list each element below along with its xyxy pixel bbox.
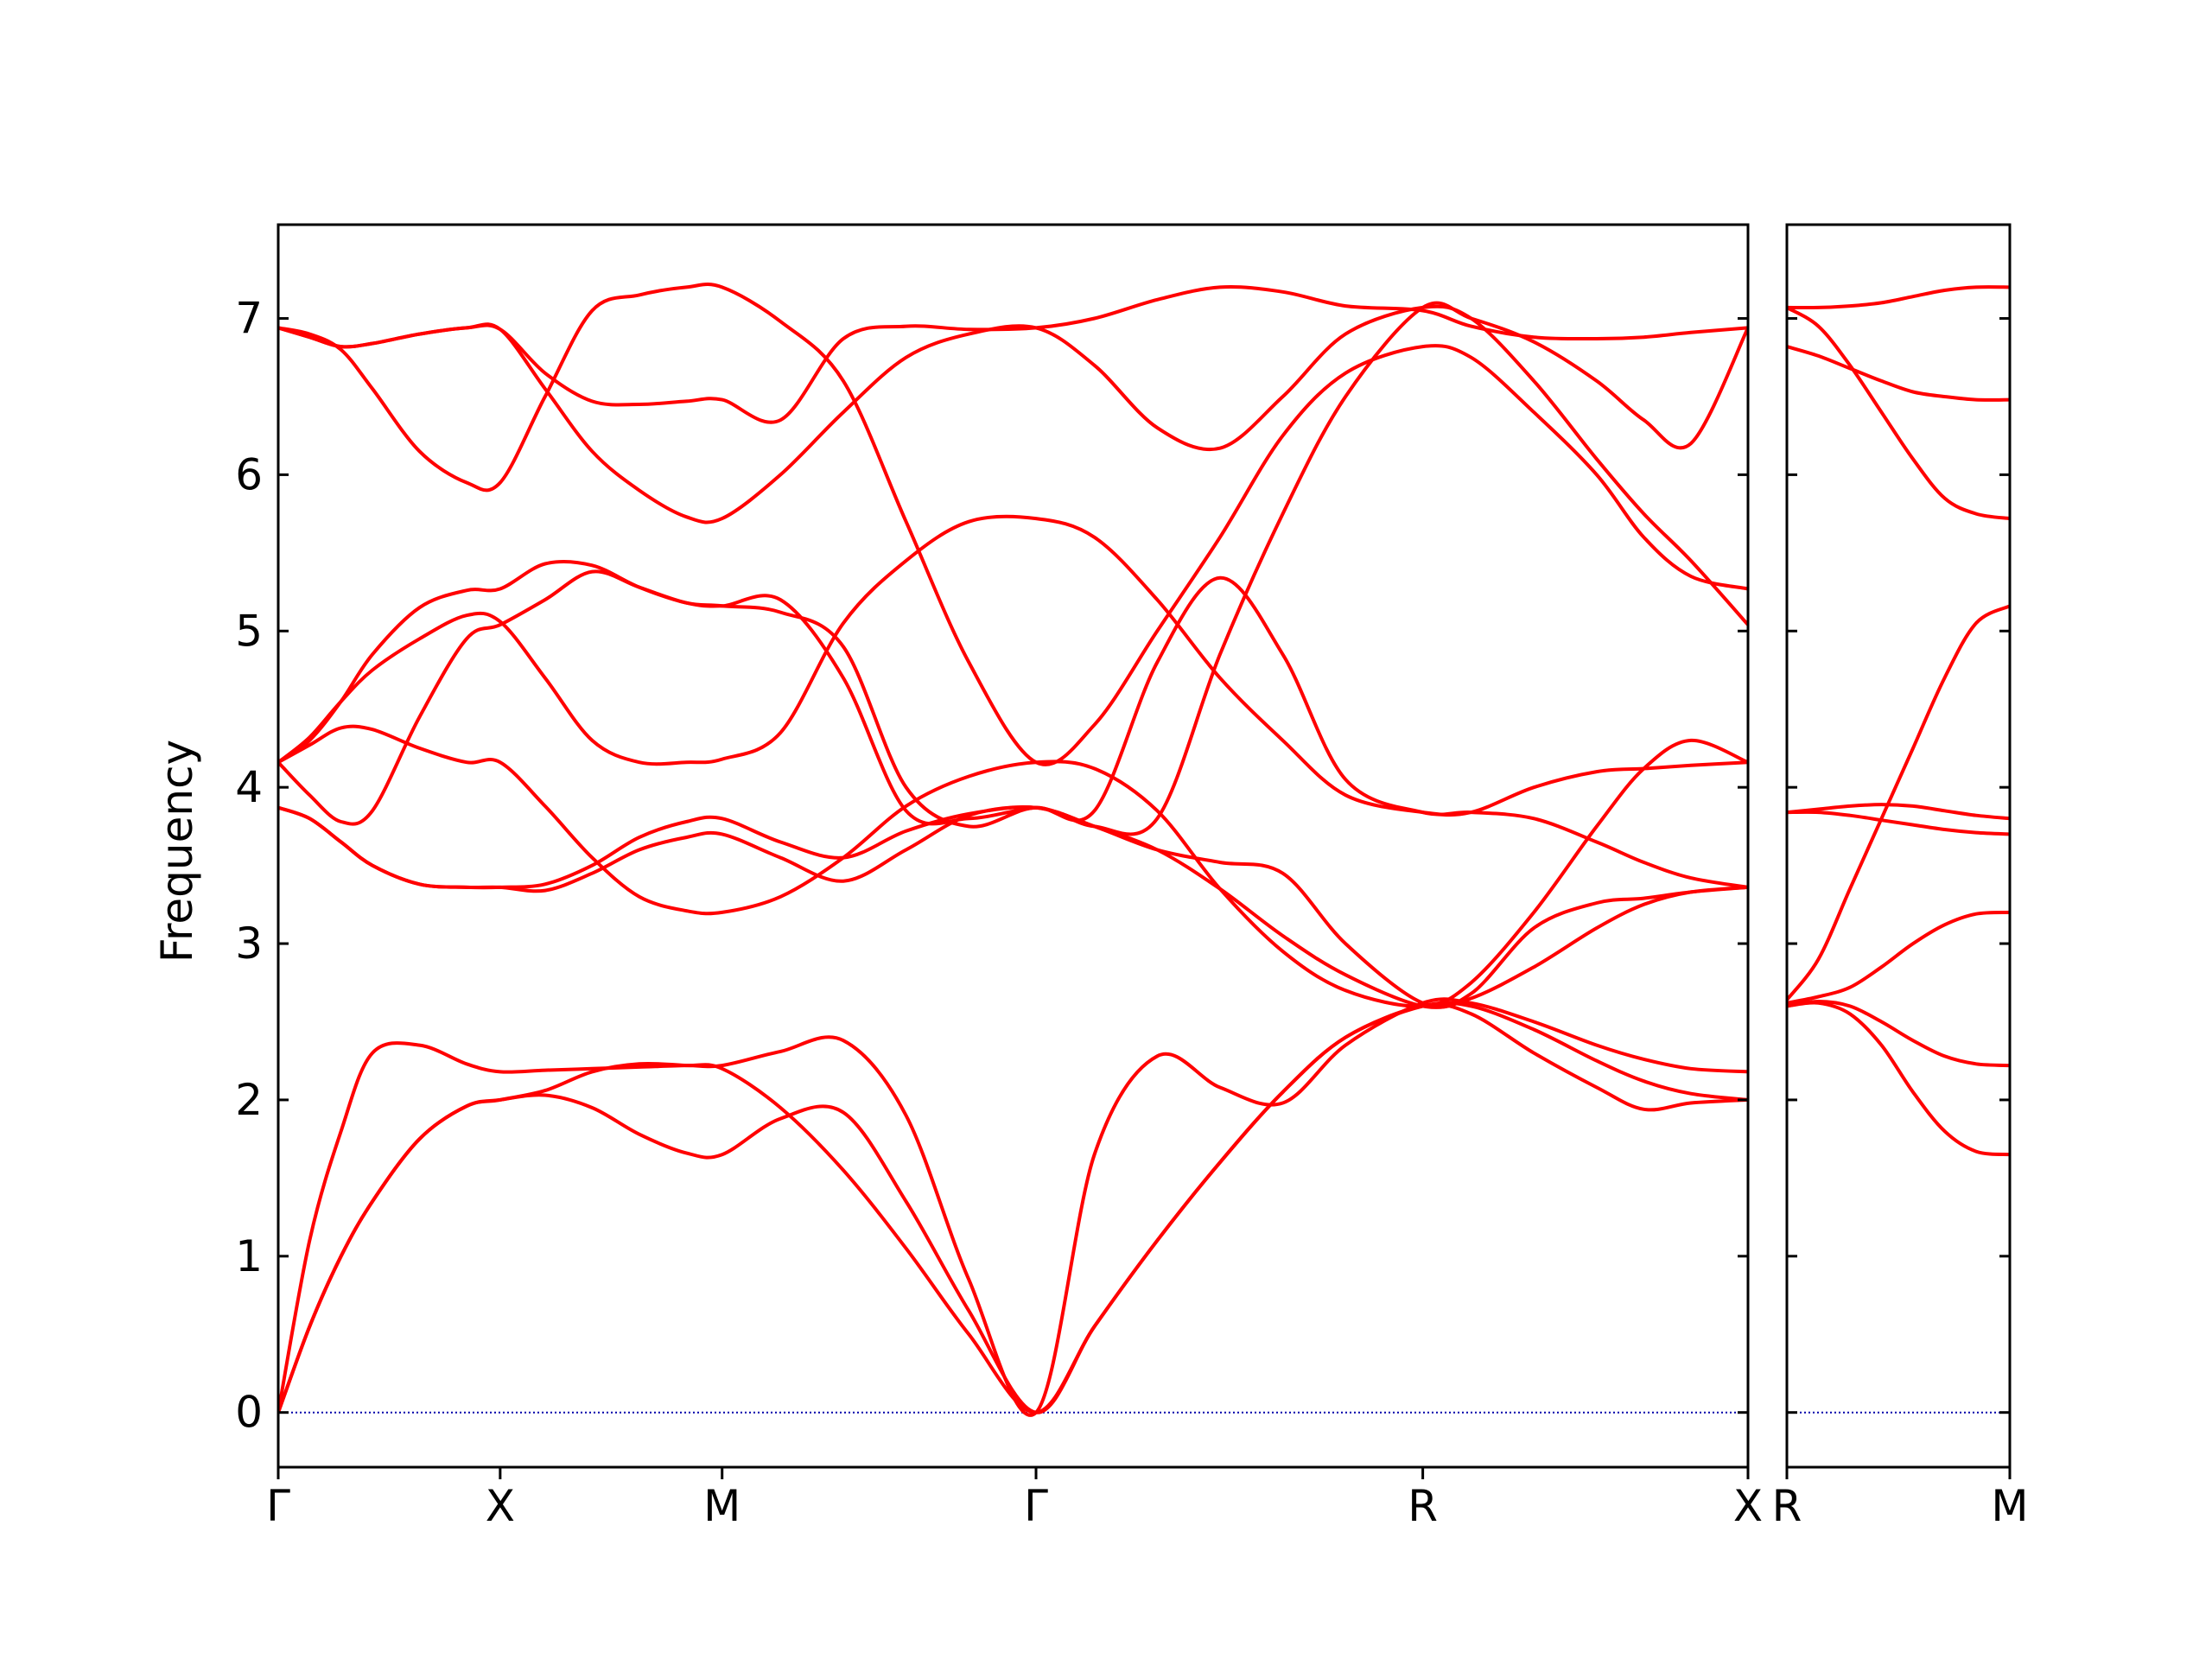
y-tick-label: 1 — [235, 1231, 263, 1281]
bands-group — [278, 283, 1748, 1417]
band-9 — [1787, 285, 2010, 310]
band-2 — [278, 1001, 1748, 1414]
axes-frame — [276, 223, 1750, 1469]
band-6 — [1787, 803, 2010, 821]
x-tick-label: M — [703, 1481, 741, 1531]
x-tick-label: R — [1408, 1481, 1438, 1531]
band-8 — [1787, 305, 2010, 521]
band-4 — [1787, 604, 2010, 1002]
band-2 — [1787, 1000, 2010, 1068]
band-3 — [278, 997, 1748, 1417]
y-tick-label: 0 — [235, 1388, 263, 1438]
y-tick-label: 6 — [235, 449, 263, 499]
band-12 — [278, 285, 1748, 424]
x-tick-label: M — [1991, 1481, 2028, 1531]
band-7 — [278, 301, 1748, 836]
x-tick-label: Γ — [266, 1481, 290, 1531]
y-tick-label: 3 — [235, 918, 263, 969]
band-3 — [1787, 910, 2010, 1005]
y-tick-label: 5 — [235, 606, 263, 656]
axes-frame — [1785, 223, 2012, 1469]
y-axis-label: Frequency — [152, 740, 202, 963]
left-panel: 0 1 2 3 4 5 6 7 Γ X M Γ R X — [235, 223, 1763, 1531]
band-1 — [1787, 1001, 2010, 1157]
band-7 — [1787, 345, 2010, 402]
x-tick-label: Γ — [1024, 1481, 1048, 1531]
band-10 — [278, 283, 1748, 766]
band-5 — [1787, 810, 2010, 836]
x-tick-label: X — [486, 1481, 515, 1531]
y-tick-label: 7 — [235, 294, 263, 344]
y-tick-label: 2 — [235, 1075, 263, 1125]
x-tick-label: X — [1733, 1481, 1763, 1531]
band-6 — [278, 724, 1748, 1008]
x-tick-label: R — [1772, 1481, 1802, 1531]
y-tick-label: 4 — [235, 762, 263, 812]
bands-group — [1787, 285, 2010, 1157]
